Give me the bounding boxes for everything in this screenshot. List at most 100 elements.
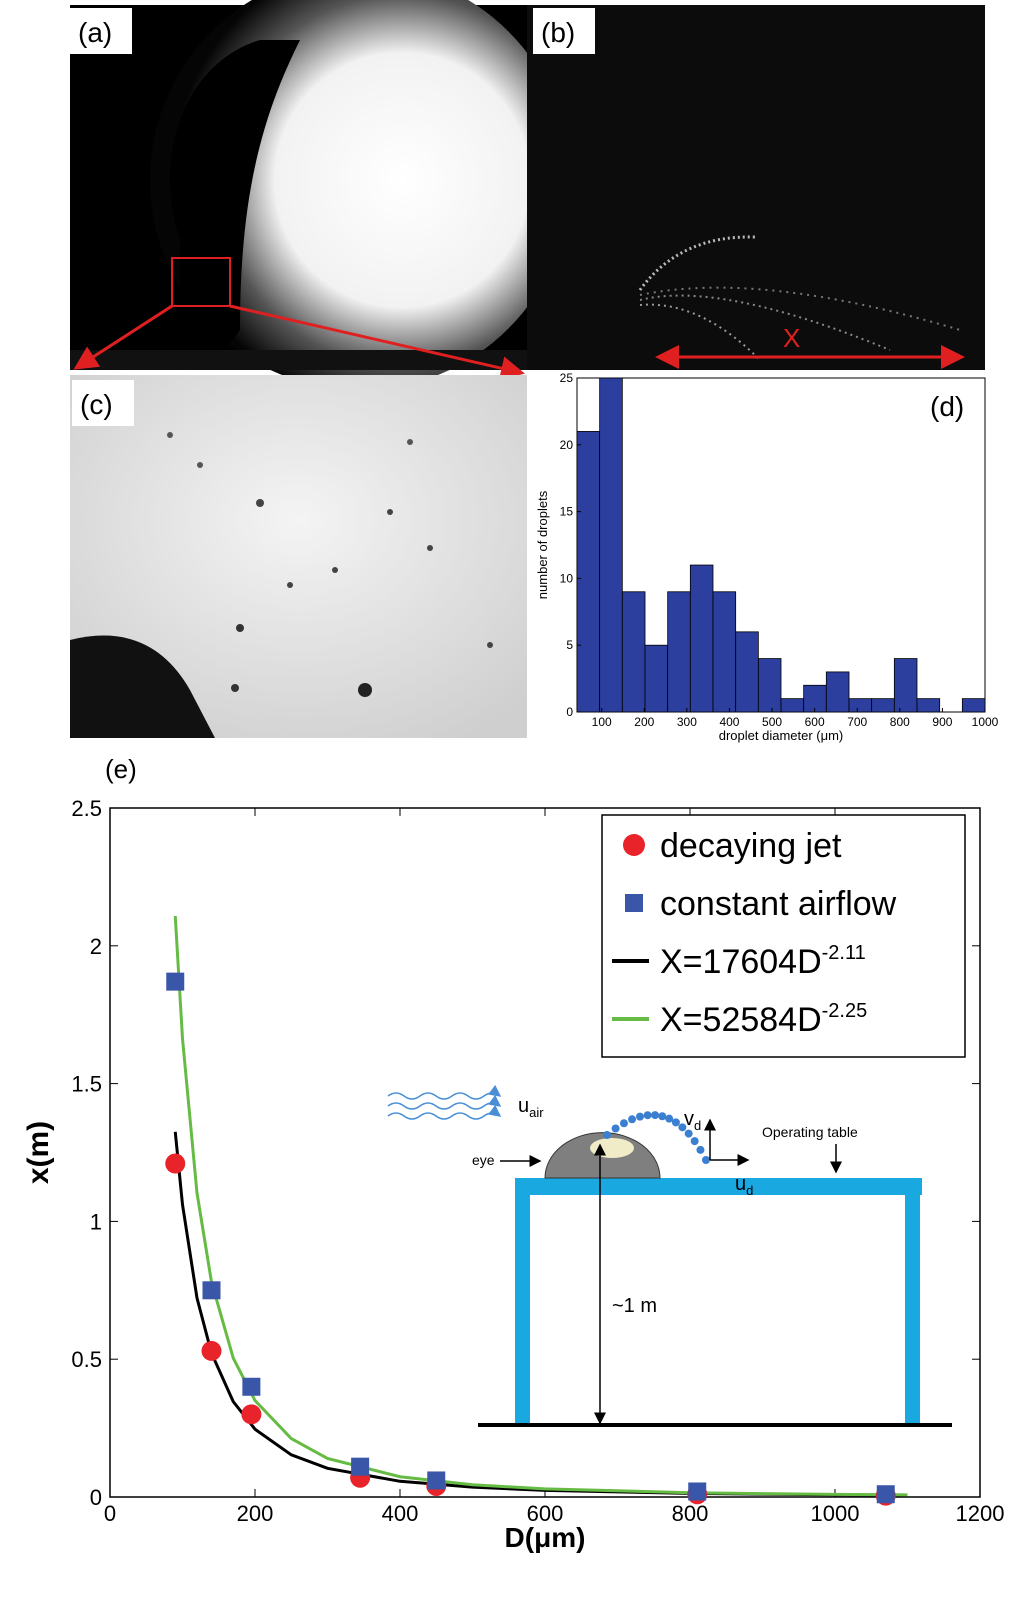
- trajectory-dot: [684, 1129, 693, 1138]
- bar: [803, 684, 827, 713]
- y-tick-label: 0.5: [71, 1347, 102, 1372]
- y-tick-label: 0: [90, 1485, 102, 1510]
- x-tick-label: 600: [805, 715, 825, 729]
- point: [876, 1485, 895, 1504]
- panel-label: (c): [80, 389, 113, 420]
- inset-label: u: [518, 1095, 529, 1117]
- point: [351, 1457, 370, 1476]
- x-tick-label: 1000: [811, 1501, 860, 1526]
- y-axis-label: number of droplets: [535, 490, 550, 599]
- y-tick-label: 2: [90, 934, 102, 959]
- x-axis-label: droplet diameter (μm): [719, 728, 844, 743]
- legend-superscript: -2.25: [822, 1000, 868, 1022]
- point: [166, 972, 185, 991]
- legend: decaying jet constant airflow X=17604D-2.1…: [601, 814, 966, 1058]
- photo-a: (a): [70, 0, 570, 390]
- inset-label: ud: [735, 1173, 753, 1198]
- y-tick-label: 1.5: [71, 1072, 102, 1097]
- inset-label: Operating table: [762, 1124, 858, 1140]
- bar: [825, 671, 850, 713]
- inset-label: u: [735, 1173, 746, 1195]
- legend-superscript: -2.11: [822, 942, 866, 964]
- trajectory-dot: [671, 1118, 680, 1127]
- y-axis-label: x(m): [22, 1121, 55, 1184]
- trajectory-dot: [665, 1114, 674, 1123]
- x-tick-label: 300: [677, 715, 697, 729]
- inset-label: vd: [684, 1108, 701, 1133]
- bar: [757, 658, 782, 713]
- x-tick-label: 500: [762, 715, 782, 729]
- legend-marker: [623, 834, 645, 856]
- histogram-chart: 100 200 300 400 500 600 700 800 900 1000 0 5 10 15 20 2…: [535, 371, 999, 743]
- inset-label: d: [746, 1183, 753, 1198]
- bar: [599, 377, 623, 713]
- inset-label: air: [529, 1105, 544, 1120]
- bar: [689, 564, 714, 713]
- distance-label: X: [783, 323, 800, 353]
- fit-line: [173, 915, 908, 1497]
- inset-label: uair: [518, 1095, 544, 1120]
- x-tick-label: 600: [527, 1501, 564, 1526]
- y-tick-label: 25: [560, 371, 574, 385]
- chart-title: (d): [930, 391, 964, 422]
- bar: [576, 431, 601, 713]
- bar: [644, 644, 669, 713]
- panel-label: (b): [541, 17, 575, 48]
- x-tick-label: 400: [719, 715, 739, 729]
- trajectory-dot: [702, 1156, 710, 1164]
- x-tick-label: 800: [672, 1501, 709, 1526]
- legend-label: decaying jet: [660, 827, 842, 865]
- x-tick-label: 1000: [972, 715, 999, 729]
- legend-label: X=17604D-2.11: [660, 942, 866, 981]
- legend-label: constant airflow: [660, 885, 897, 923]
- trajectory-dot: [628, 1115, 637, 1124]
- scatter-chart: 0 200 400 600 800 1000 1200 0 0.5 1 1.5 2 2.5 D(μm) x(…: [22, 754, 1004, 1553]
- x-tick-label: 200: [237, 1501, 274, 1526]
- y-tick-label: 0: [566, 705, 573, 719]
- bar: [961, 698, 986, 713]
- point: [201, 1340, 222, 1361]
- y-tick-label: 15: [560, 505, 574, 519]
- bar: [667, 591, 691, 713]
- photo-b: X (b): [527, 5, 985, 370]
- legend-label: constant airflow: [660, 885, 897, 923]
- trajectory-dot: [651, 1111, 660, 1120]
- legend-box: [601, 814, 966, 1058]
- x-tick-label: 800: [890, 715, 910, 729]
- y-tick-label: 1: [90, 1209, 102, 1234]
- legend-label: decaying jet: [660, 827, 842, 865]
- y-tick-label: 5: [566, 638, 573, 652]
- trajectory-dot: [643, 1111, 652, 1120]
- panel-label: (a): [78, 17, 112, 48]
- trajectory-dot: [603, 1131, 611, 1139]
- x-tick-label: 700: [847, 715, 867, 729]
- x-tick-label: 200: [634, 715, 654, 729]
- trajectory-dot: [696, 1145, 705, 1154]
- trajectory-dot: [690, 1137, 699, 1146]
- x-axis-label: D(μm): [505, 1522, 586, 1553]
- bar: [871, 698, 895, 713]
- inset-label: eye: [472, 1152, 495, 1168]
- inset-label: d: [694, 1118, 701, 1133]
- legend-marker: [625, 894, 643, 912]
- point: [688, 1482, 707, 1501]
- bar: [621, 591, 646, 713]
- bar: [848, 698, 873, 713]
- x-tick-label: 900: [932, 715, 952, 729]
- inset-label: ~1 m: [612, 1295, 657, 1317]
- trajectory-dot: [619, 1119, 628, 1128]
- bar: [712, 591, 737, 713]
- bar: [916, 698, 941, 713]
- point: [242, 1377, 261, 1396]
- inset-label: v: [684, 1108, 694, 1130]
- bar: [893, 658, 918, 713]
- photo-c: (c): [70, 375, 527, 738]
- legend-label: X=52584D-2.25: [660, 1000, 867, 1039]
- legend-label: X=52584D: [660, 1001, 822, 1039]
- legend-label: X=17604D: [660, 943, 822, 981]
- point: [165, 1153, 186, 1174]
- chart-title: (e): [105, 754, 137, 784]
- trajectory-dot: [611, 1124, 620, 1133]
- x-tick-label: 400: [382, 1501, 419, 1526]
